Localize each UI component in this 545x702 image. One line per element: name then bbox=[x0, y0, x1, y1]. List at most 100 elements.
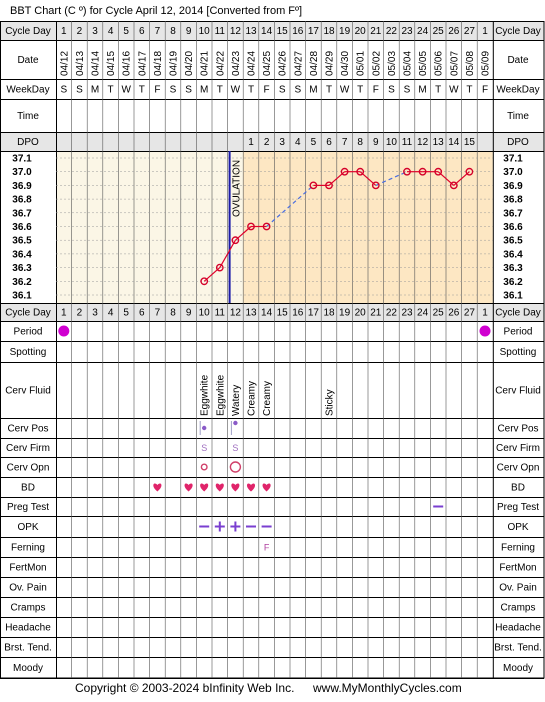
date-label: 04/21 bbox=[200, 51, 211, 76]
cerv-pos-dot bbox=[202, 425, 207, 431]
table-border bbox=[0, 21, 545, 679]
cycle-day-number: 9 bbox=[186, 26, 192, 37]
cycle-day-number-bottom: 8 bbox=[170, 308, 176, 319]
date-label: 05/02 bbox=[371, 51, 382, 76]
date-label: 05/06 bbox=[434, 51, 445, 76]
temp-point bbox=[449, 181, 458, 190]
cerv-fluid-label: Sticky bbox=[325, 389, 336, 416]
cycle-day-number: 4 bbox=[108, 26, 114, 37]
cycle-day-number-bottom: 7 bbox=[155, 308, 161, 319]
row-label-cerv-opn-right: Cerv Opn bbox=[497, 463, 540, 474]
row-label-ov-pain-right: Ov. Pain bbox=[499, 583, 537, 594]
date-label: 04/12 bbox=[59, 51, 70, 76]
cycle-day-number: 3 bbox=[92, 26, 98, 37]
cycle-day-number: 25 bbox=[433, 26, 445, 37]
date-label: 04/26 bbox=[278, 51, 289, 76]
weekday-label: T bbox=[435, 85, 441, 96]
row-label-time: Time bbox=[17, 111, 39, 122]
cycle-day-number-bottom: 12 bbox=[230, 308, 242, 319]
cycle-day-number-bottom: 26 bbox=[448, 308, 460, 319]
bd-heart-icon bbox=[200, 483, 209, 492]
date-label: 04/24 bbox=[247, 51, 258, 76]
weekday-label: T bbox=[248, 85, 254, 96]
date-label: 05/01 bbox=[356, 51, 367, 76]
cycle-day-number-bottom: 6 bbox=[139, 308, 145, 319]
row-label-cerv-fluid-right: Cerv Fluid bbox=[495, 386, 541, 397]
cycle-day-number: 14 bbox=[261, 26, 273, 37]
temp-point bbox=[356, 167, 365, 176]
cycle-day-number-bottom: 15 bbox=[277, 308, 289, 319]
row-label-cycle-day-right: Cycle Day bbox=[495, 308, 541, 319]
temp-tick-right: 36.5 bbox=[503, 236, 523, 247]
temp-tick-right: 36.9 bbox=[503, 181, 523, 192]
cycle-day-number: 1 bbox=[61, 26, 67, 37]
weekday-label: S bbox=[170, 85, 177, 96]
temp-tick-right: 36.3 bbox=[503, 263, 523, 274]
date-label: 05/04 bbox=[403, 51, 414, 76]
row-label-moody-right: Moody bbox=[503, 663, 533, 674]
temp-point bbox=[309, 181, 318, 190]
row-label-brst-tend-right: Brst. Tend. bbox=[494, 643, 542, 654]
cycle-day-top-row-bg bbox=[1, 21, 544, 40]
row-label-spotting: Spotting bbox=[10, 347, 47, 358]
chart-title: BBT Chart (C º) for Cycle April 12, 2014… bbox=[10, 5, 302, 17]
dpo-number: 3 bbox=[279, 137, 285, 148]
temp-tick-left: 36.2 bbox=[12, 277, 32, 288]
temp-tick-right: 37.0 bbox=[503, 167, 523, 178]
date-label: 04/23 bbox=[231, 51, 242, 76]
temp-tick-right: 36.1 bbox=[503, 291, 523, 302]
row-label-moody: Moody bbox=[13, 663, 43, 674]
cycle-day-row-bg bbox=[1, 303, 544, 321]
dpo-number: 15 bbox=[464, 137, 476, 148]
cycle-day-number: 13 bbox=[245, 26, 257, 37]
cycle-day-number: 27 bbox=[464, 26, 476, 37]
cerv-fluid-label: Creamy bbox=[247, 381, 258, 416]
date-label: 05/08 bbox=[465, 51, 476, 76]
dpo-number: 14 bbox=[448, 137, 460, 148]
site-link[interactable]: www.MyMonthlyCycles.com bbox=[312, 681, 462, 695]
dpo-number: 7 bbox=[342, 137, 348, 148]
cycle-day-number-bottom: 11 bbox=[215, 308, 226, 319]
cycle-day-number-bottom: 21 bbox=[370, 308, 382, 319]
copyright-text: Copyright © 2003-2024 bInfinity Web Inc. bbox=[75, 681, 294, 695]
row-label-cycle-day: Cycle Day bbox=[5, 26, 51, 37]
row-label-preg-test: Preg Test bbox=[7, 502, 49, 513]
date-label: 05/07 bbox=[449, 51, 460, 76]
row-label-cycle-day: Cycle Day bbox=[5, 308, 51, 319]
cycle-day-number-bottom: 20 bbox=[355, 308, 367, 319]
cerv-pos-dot bbox=[233, 420, 238, 426]
date-label: 04/16 bbox=[122, 51, 133, 76]
cycle-day-number-bottom: 22 bbox=[386, 308, 398, 319]
temp-point bbox=[247, 222, 255, 231]
row-label-date: Date bbox=[17, 55, 39, 66]
weekday-label: W bbox=[231, 85, 241, 96]
period-dot bbox=[479, 325, 491, 337]
temp-point bbox=[371, 181, 380, 190]
cycle-day-number: 17 bbox=[308, 26, 320, 37]
weekday-label: S bbox=[279, 85, 286, 96]
row-label-fertmon: FertMon bbox=[9, 563, 46, 574]
weekday-label: F bbox=[264, 85, 270, 96]
date-label: 04/27 bbox=[293, 51, 304, 76]
row-label-period-right: Period bbox=[504, 327, 533, 338]
date-label: 04/20 bbox=[184, 51, 195, 76]
row-label-dpo: DPO bbox=[17, 137, 39, 148]
date-label: 04/15 bbox=[106, 51, 117, 76]
content-layer: 37.1 37.1 37.0 37.0 36.9 36.9 36.8 36.8 36.7 36.7… bbox=[4, 26, 542, 674]
row-label-cerv-firm: Cerv Firm bbox=[6, 443, 50, 454]
row-label-bd: BD bbox=[21, 483, 35, 494]
row-label-cerv-pos: Cerv Pos bbox=[7, 424, 48, 435]
cycle-day-number-bottom: 13 bbox=[245, 308, 257, 319]
weekday-label: S bbox=[404, 85, 411, 96]
weekday-label: S bbox=[60, 85, 67, 96]
date-label: 04/13 bbox=[75, 51, 86, 76]
temp-point bbox=[434, 167, 443, 176]
weekday-label: M bbox=[309, 85, 317, 96]
cycle-day-number-bottom: 4 bbox=[108, 308, 114, 319]
temp-line-segment bbox=[266, 184, 314, 227]
temp-line-segment bbox=[219, 239, 236, 268]
cycle-day-number: 26 bbox=[448, 26, 460, 37]
date-label: 04/30 bbox=[340, 51, 351, 76]
weekday-label: S bbox=[185, 85, 192, 96]
weekday-label: M bbox=[200, 85, 208, 96]
